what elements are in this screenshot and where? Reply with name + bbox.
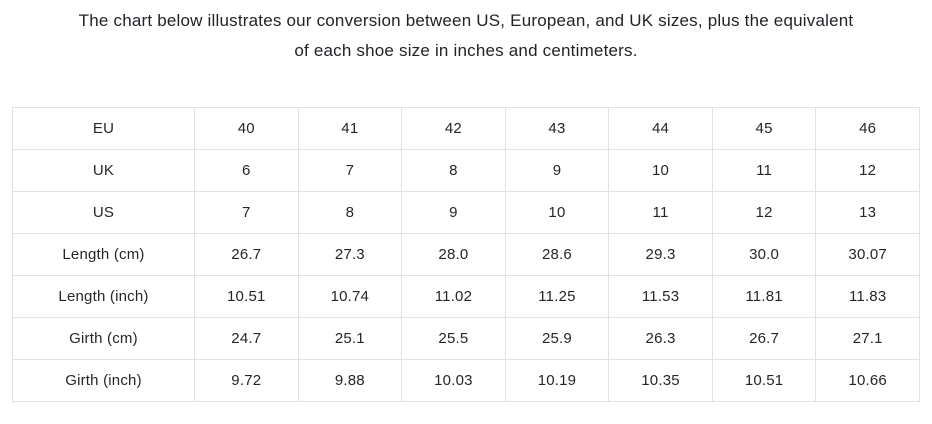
table-cell: 7: [297, 149, 403, 192]
row-label: Girth (cm): [12, 317, 195, 360]
table-cell: 9: [504, 149, 610, 192]
table-cell: 41: [297, 107, 403, 150]
table-cell: 25.1: [297, 317, 403, 360]
table-cell: 11.81: [711, 275, 817, 318]
table-cell: 27.3: [297, 233, 403, 276]
table-row-girth-inch: Girth (inch) 9.72 9.88 10.03 10.19 10.35…: [12, 359, 920, 402]
table-cell: 10.03: [401, 359, 506, 402]
table-cell: 10.51: [194, 275, 299, 318]
table-cell: 7: [194, 191, 299, 234]
table-row-girth-cm: Girth (cm) 24.7 25.1 25.5 25.9 26.3 26.7…: [12, 317, 920, 360]
row-label: Length (inch): [12, 275, 195, 318]
table-cell: 30.0: [711, 233, 817, 276]
table-cell: 44: [608, 107, 713, 150]
table-cell: 10.51: [711, 359, 817, 402]
table-cell: 12: [711, 191, 817, 234]
table-row-eu: EU 40 41 42 43 44 45 46: [12, 107, 920, 150]
row-label: Length (cm): [12, 233, 195, 276]
table-cell: 40: [194, 107, 299, 150]
table-cell: 11.25: [504, 275, 610, 318]
table-cell: 43: [504, 107, 610, 150]
table-cell: 9.88: [297, 359, 403, 402]
table-cell: 27.1: [815, 317, 920, 360]
table-cell: 10.35: [608, 359, 713, 402]
table-cell: 25.9: [504, 317, 610, 360]
page-title: The chart below illustrates our conversi…: [0, 6, 932, 66]
table-row-us: US 7 8 9 10 11 12 13: [12, 191, 920, 234]
table-cell: 10.19: [504, 359, 610, 402]
size-conversion-table: EU 40 41 42 43 44 45 46 UK 6 7 8 9 10 11…: [12, 107, 920, 402]
table-cell: 11: [711, 149, 817, 192]
table-cell: 26.7: [194, 233, 299, 276]
table-cell: 10.66: [815, 359, 920, 402]
table-cell: 45: [711, 107, 817, 150]
table-row-length-inch: Length (inch) 10.51 10.74 11.02 11.25 11…: [12, 275, 920, 318]
table-cell: 10.74: [297, 275, 403, 318]
table-cell: 12: [815, 149, 920, 192]
table-cell: 11.02: [401, 275, 506, 318]
table-cell: 24.7: [194, 317, 299, 360]
table-row-length-cm: Length (cm) 26.7 27.3 28.0 28.6 29.3 30.…: [12, 233, 920, 276]
table-cell: 42: [401, 107, 506, 150]
title-line-1: The chart below illustrates our conversi…: [78, 11, 854, 30]
row-label: Girth (inch): [12, 359, 195, 402]
table-cell: 25.5: [401, 317, 506, 360]
table-cell: 13: [815, 191, 920, 234]
table-cell: 29.3: [608, 233, 713, 276]
table-cell: 11.53: [608, 275, 713, 318]
table-cell: 28.6: [504, 233, 610, 276]
row-label: EU: [12, 107, 195, 150]
table-cell: 8: [401, 149, 506, 192]
row-label: US: [12, 191, 195, 234]
table-cell: 26.3: [608, 317, 713, 360]
table-row-uk: UK 6 7 8 9 10 11 12: [12, 149, 920, 192]
table-cell: 9.72: [194, 359, 299, 402]
table-cell: 6: [194, 149, 299, 192]
table-cell: 8: [297, 191, 403, 234]
table-cell: 11.83: [815, 275, 920, 318]
table-cell: 26.7: [711, 317, 817, 360]
table-cell: 28.0: [401, 233, 506, 276]
table-cell: 10: [608, 149, 713, 192]
table-cell: 30.07: [815, 233, 920, 276]
title-line-2: of each shoe size in inches and centimet…: [294, 41, 638, 60]
table-cell: 10: [504, 191, 610, 234]
table-cell: 46: [815, 107, 920, 150]
row-label: UK: [12, 149, 195, 192]
table-cell: 11: [608, 191, 713, 234]
table-cell: 9: [401, 191, 506, 234]
